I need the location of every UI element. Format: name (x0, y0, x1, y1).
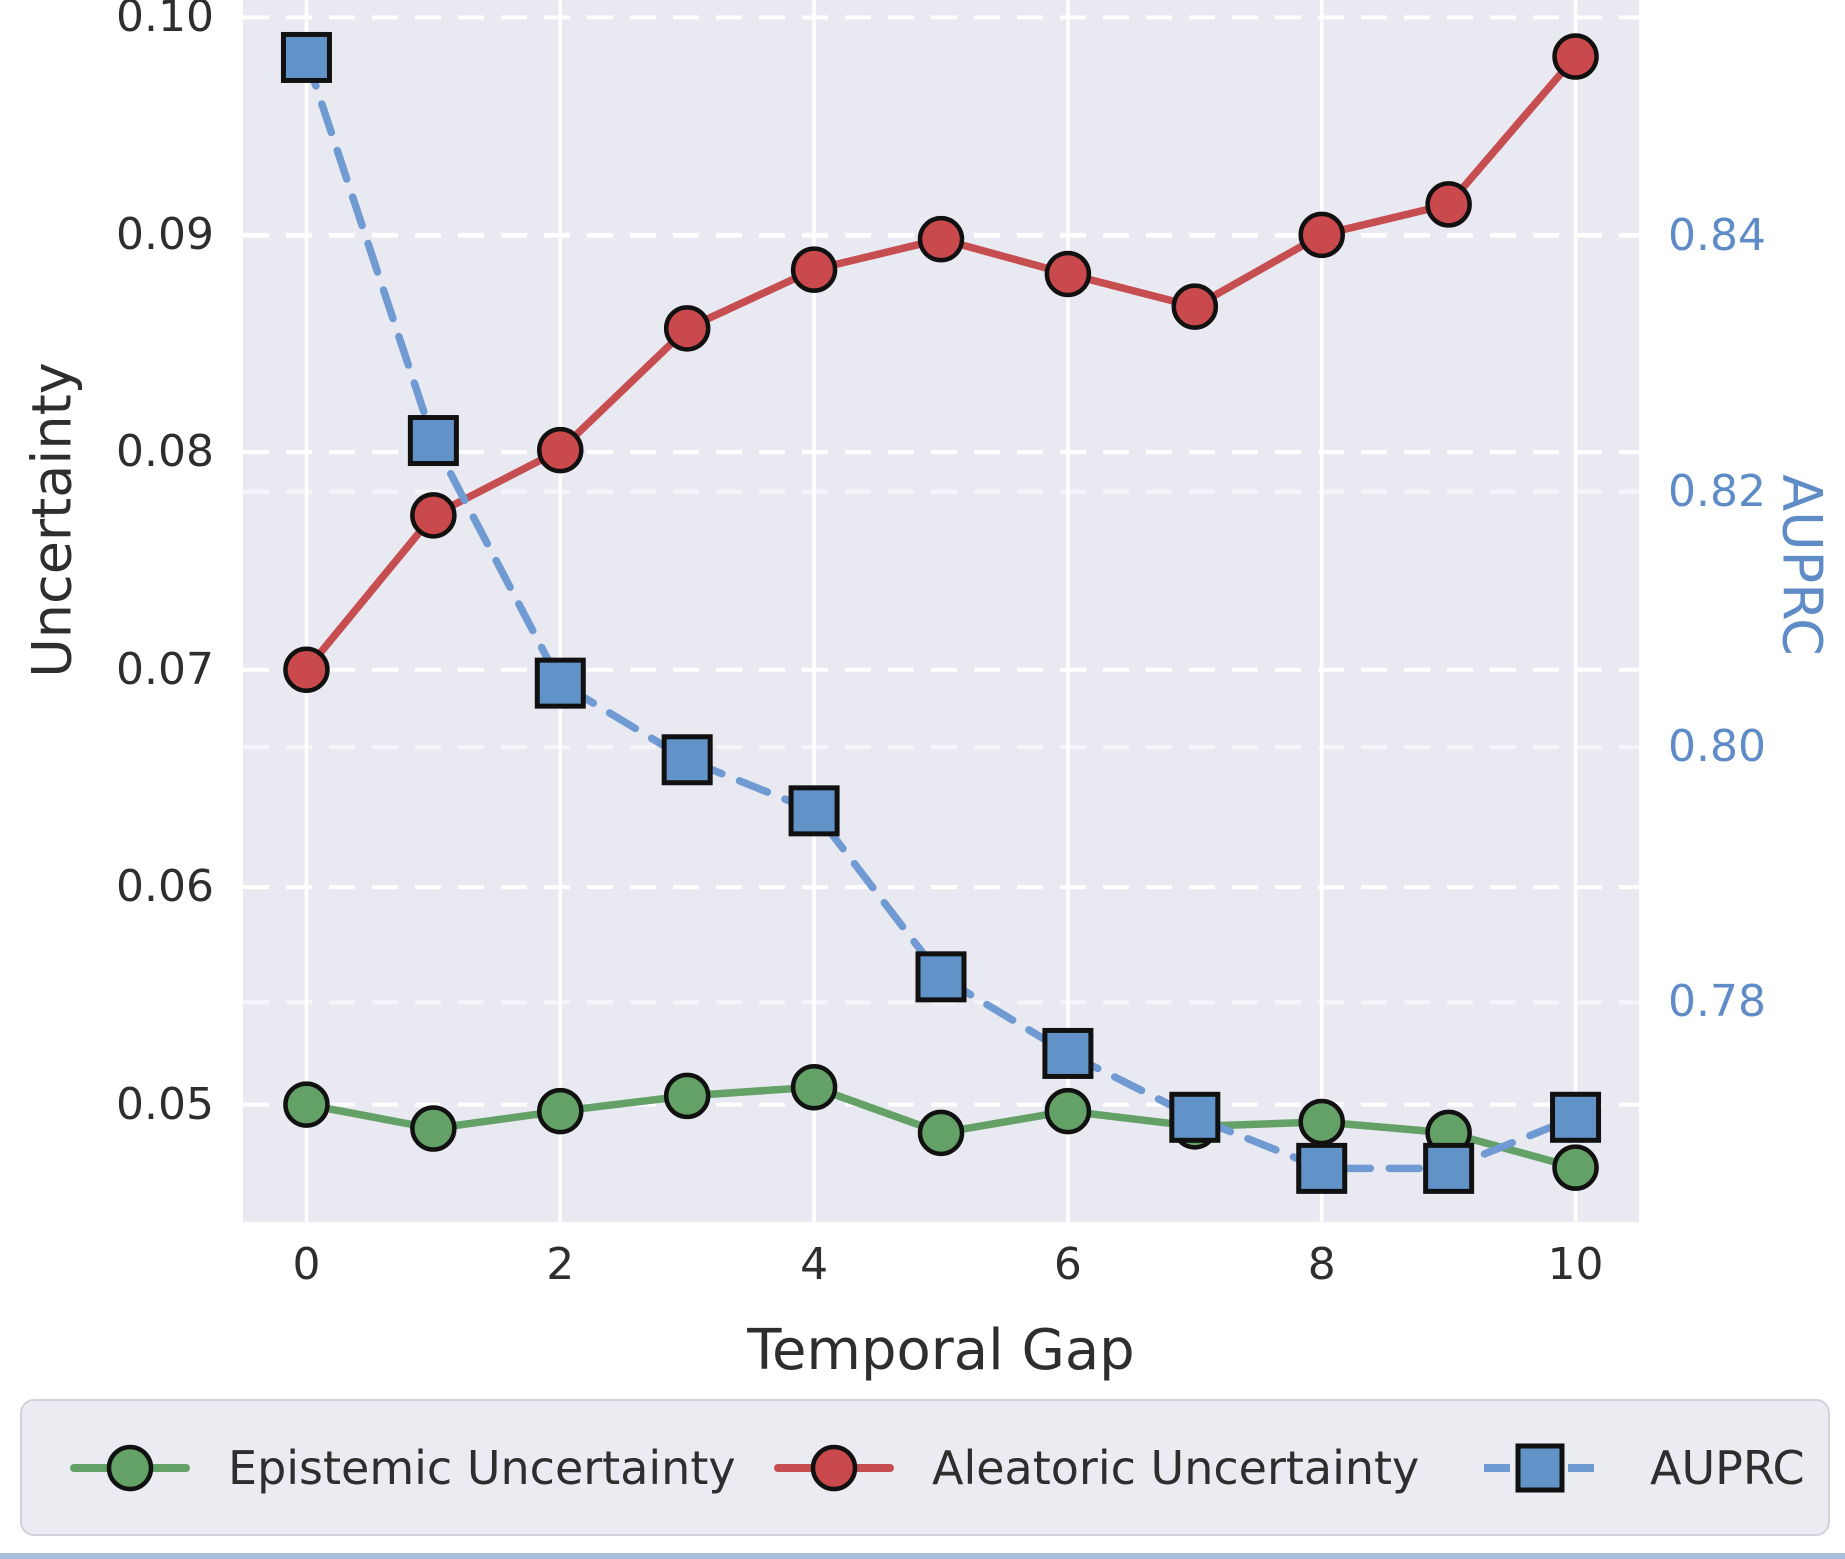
data-point-circle (410, 492, 457, 539)
left-tick-label: 0.07 (116, 643, 214, 695)
x-tick-label: 10 (1547, 1239, 1604, 1290)
legend-label-auprc: AUPRC (1650, 1440, 1805, 1495)
data-point-square (788, 785, 840, 837)
x-tick-label: 6 (1053, 1239, 1082, 1290)
data-point-square (915, 951, 967, 1003)
data-point-square (280, 31, 332, 83)
data-point-square (1550, 1091, 1602, 1143)
legend-item-auprc: AUPRC (1480, 1401, 1805, 1534)
data-point-circle (1552, 33, 1599, 80)
right-tick-label: 0.84 (1668, 210, 1766, 262)
data-point-circle (917, 1109, 965, 1157)
data-point-circle (537, 1087, 584, 1135)
data-point-circle (283, 1081, 330, 1128)
right-axis-title: AUPRC (1770, 474, 1834, 656)
right-tick-label: 0.78 (1668, 976, 1766, 1028)
left-axis-title: Uncertainty (20, 362, 84, 678)
data-point-square (407, 415, 459, 467)
left-tick-label: 0.05 (116, 1078, 214, 1130)
legend-marker-aleatoric-icon (774, 1444, 894, 1491)
data-point-circle (1298, 1098, 1345, 1146)
data-point-circle (1044, 250, 1092, 298)
legend: Epistemic Uncertainty Aleatoric Uncertai… (20, 1399, 1830, 1536)
left-tick-label: 0.10 (116, 0, 214, 43)
data-point-circle (537, 426, 584, 474)
bottom-edge-line (0, 1553, 1845, 1559)
series-line-auprc (302, 53, 1580, 1173)
data-point-square (661, 734, 713, 786)
x-tick-label: 2 (546, 1239, 575, 1290)
data-point-circle (1552, 1144, 1599, 1191)
data-point-circle (1171, 283, 1219, 330)
legend-item-epistemic: Epistemic Uncertainty (70, 1401, 736, 1534)
data-point-circle (1298, 211, 1345, 259)
x-tick-label: 4 (800, 1239, 829, 1290)
data-point-square (1042, 1027, 1094, 1079)
data-point-circle (1044, 1087, 1092, 1135)
data-point-circle (790, 1063, 838, 1111)
plot-background (243, 0, 1639, 1222)
legend-marker-auprc-icon (1484, 1443, 1608, 1492)
data-point-square (1169, 1091, 1221, 1143)
legend-label-aleatoric: Aleatoric Uncertainty (932, 1440, 1420, 1495)
left-tick-label: 0.08 (116, 426, 214, 478)
right-tick-label: 0.82 (1668, 465, 1766, 517)
data-point-circle (1425, 181, 1472, 228)
data-point-circle (663, 1072, 711, 1120)
data-point-circle (283, 646, 330, 693)
data-point-square (1296, 1142, 1348, 1194)
right-tick-label: 0.80 (1668, 720, 1766, 772)
x-axis-title: Temporal Gap (747, 1318, 1135, 1383)
left-tick-label: 0.09 (116, 208, 214, 260)
x-tick-label: 0 (292, 1239, 321, 1290)
legend-marker-epistemic-icon (70, 1444, 190, 1491)
data-point-square (1423, 1142, 1475, 1194)
data-point-square (534, 657, 586, 709)
data-point-circle (663, 305, 711, 352)
x-tick-label: 8 (1307, 1239, 1336, 1290)
data-point-circle (410, 1105, 457, 1152)
legend-item-aleatoric: Aleatoric Uncertainty (774, 1401, 1419, 1534)
data-point-circle (917, 215, 965, 263)
legend-label-epistemic: Epistemic Uncertainty (228, 1440, 736, 1495)
data-point-circle (790, 246, 838, 293)
left-tick-label: 0.06 (116, 861, 214, 913)
